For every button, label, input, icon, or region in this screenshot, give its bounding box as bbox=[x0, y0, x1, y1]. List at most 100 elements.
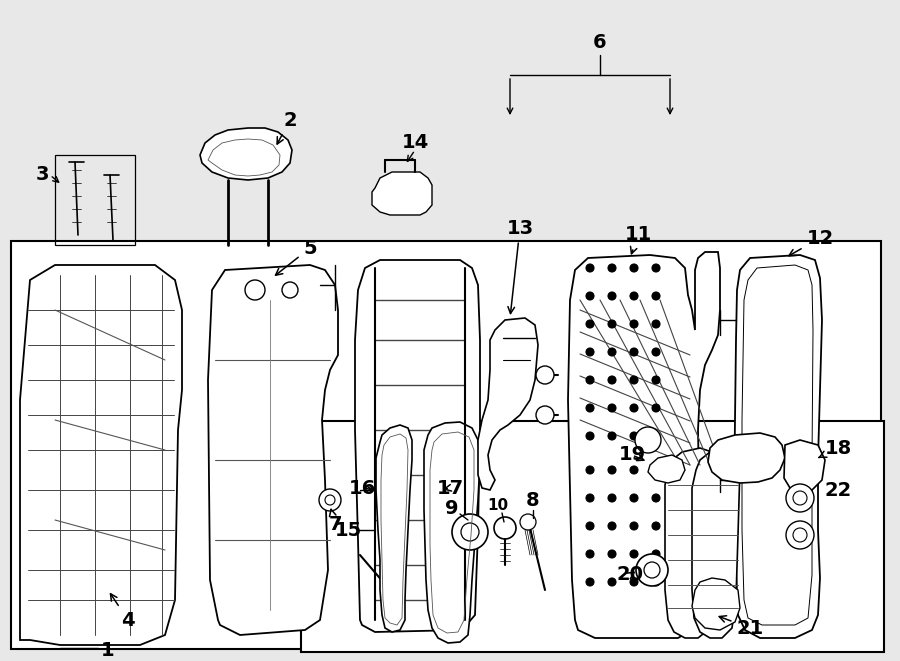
Circle shape bbox=[636, 554, 668, 586]
Circle shape bbox=[586, 292, 594, 300]
Polygon shape bbox=[665, 448, 716, 638]
Text: 1: 1 bbox=[101, 641, 115, 660]
Polygon shape bbox=[376, 425, 412, 632]
Text: 14: 14 bbox=[401, 132, 428, 151]
Circle shape bbox=[245, 280, 265, 300]
Text: 13: 13 bbox=[507, 219, 534, 313]
Bar bbox=[55, 155, 135, 245]
Text: 8: 8 bbox=[526, 490, 540, 510]
Polygon shape bbox=[424, 422, 480, 643]
Circle shape bbox=[586, 466, 594, 474]
Polygon shape bbox=[648, 455, 685, 483]
Text: 4: 4 bbox=[111, 594, 135, 629]
Circle shape bbox=[630, 494, 638, 502]
Circle shape bbox=[630, 348, 638, 356]
Circle shape bbox=[608, 494, 616, 502]
Circle shape bbox=[608, 432, 616, 440]
Circle shape bbox=[630, 404, 638, 412]
Text: 17: 17 bbox=[436, 479, 464, 498]
Circle shape bbox=[652, 348, 660, 356]
Circle shape bbox=[630, 432, 638, 440]
Circle shape bbox=[630, 466, 638, 474]
Circle shape bbox=[630, 292, 638, 300]
Polygon shape bbox=[208, 265, 338, 635]
Circle shape bbox=[586, 578, 594, 586]
Circle shape bbox=[586, 550, 594, 558]
Circle shape bbox=[652, 376, 660, 384]
Circle shape bbox=[608, 466, 616, 474]
Circle shape bbox=[652, 550, 660, 558]
Circle shape bbox=[652, 292, 660, 300]
Polygon shape bbox=[692, 578, 740, 630]
Polygon shape bbox=[355, 260, 480, 632]
Circle shape bbox=[630, 376, 638, 384]
Bar bbox=[11, 241, 881, 649]
Circle shape bbox=[652, 404, 660, 412]
Circle shape bbox=[652, 578, 660, 586]
Polygon shape bbox=[734, 255, 822, 638]
Polygon shape bbox=[20, 265, 182, 645]
Polygon shape bbox=[200, 128, 292, 180]
Polygon shape bbox=[568, 252, 720, 638]
Text: 11: 11 bbox=[625, 225, 652, 254]
Circle shape bbox=[536, 366, 554, 384]
Text: 6: 6 bbox=[593, 32, 607, 52]
Circle shape bbox=[652, 432, 660, 440]
Text: 15: 15 bbox=[335, 520, 362, 539]
Circle shape bbox=[586, 404, 594, 412]
Circle shape bbox=[786, 521, 814, 549]
Circle shape bbox=[586, 348, 594, 356]
Circle shape bbox=[793, 491, 807, 505]
Circle shape bbox=[608, 550, 616, 558]
Circle shape bbox=[644, 562, 660, 578]
Text: 3: 3 bbox=[35, 165, 49, 184]
Circle shape bbox=[586, 376, 594, 384]
Text: 16: 16 bbox=[348, 479, 375, 498]
Circle shape bbox=[630, 264, 638, 272]
Circle shape bbox=[786, 484, 814, 512]
Polygon shape bbox=[692, 448, 740, 638]
Circle shape bbox=[586, 522, 594, 530]
Text: 2: 2 bbox=[277, 110, 297, 144]
Circle shape bbox=[608, 264, 616, 272]
Circle shape bbox=[325, 495, 335, 505]
Circle shape bbox=[520, 514, 536, 530]
Circle shape bbox=[608, 578, 616, 586]
Circle shape bbox=[793, 528, 807, 542]
Circle shape bbox=[608, 348, 616, 356]
Circle shape bbox=[494, 517, 516, 539]
Circle shape bbox=[630, 578, 638, 586]
Text: 22: 22 bbox=[824, 481, 851, 500]
Circle shape bbox=[536, 406, 554, 424]
Text: 18: 18 bbox=[819, 438, 851, 457]
Circle shape bbox=[608, 404, 616, 412]
Circle shape bbox=[461, 523, 479, 541]
Text: 21: 21 bbox=[719, 616, 763, 637]
Circle shape bbox=[630, 320, 638, 328]
Text: 10: 10 bbox=[488, 498, 508, 512]
Bar bbox=[301, 421, 884, 652]
Text: 7: 7 bbox=[328, 509, 342, 535]
Circle shape bbox=[608, 522, 616, 530]
Circle shape bbox=[652, 264, 660, 272]
Text: 12: 12 bbox=[789, 229, 833, 256]
Text: 5: 5 bbox=[275, 239, 317, 275]
Circle shape bbox=[652, 320, 660, 328]
Circle shape bbox=[452, 514, 488, 550]
Circle shape bbox=[635, 427, 661, 453]
Text: 9: 9 bbox=[446, 498, 459, 518]
Circle shape bbox=[652, 466, 660, 474]
Circle shape bbox=[319, 489, 341, 511]
Polygon shape bbox=[784, 440, 825, 493]
Circle shape bbox=[586, 432, 594, 440]
Polygon shape bbox=[372, 172, 432, 215]
Circle shape bbox=[608, 376, 616, 384]
Circle shape bbox=[630, 522, 638, 530]
Circle shape bbox=[608, 320, 616, 328]
Circle shape bbox=[608, 292, 616, 300]
Polygon shape bbox=[708, 433, 785, 483]
Polygon shape bbox=[478, 318, 538, 490]
Circle shape bbox=[282, 282, 298, 298]
Circle shape bbox=[630, 550, 638, 558]
Text: 20: 20 bbox=[616, 566, 643, 584]
